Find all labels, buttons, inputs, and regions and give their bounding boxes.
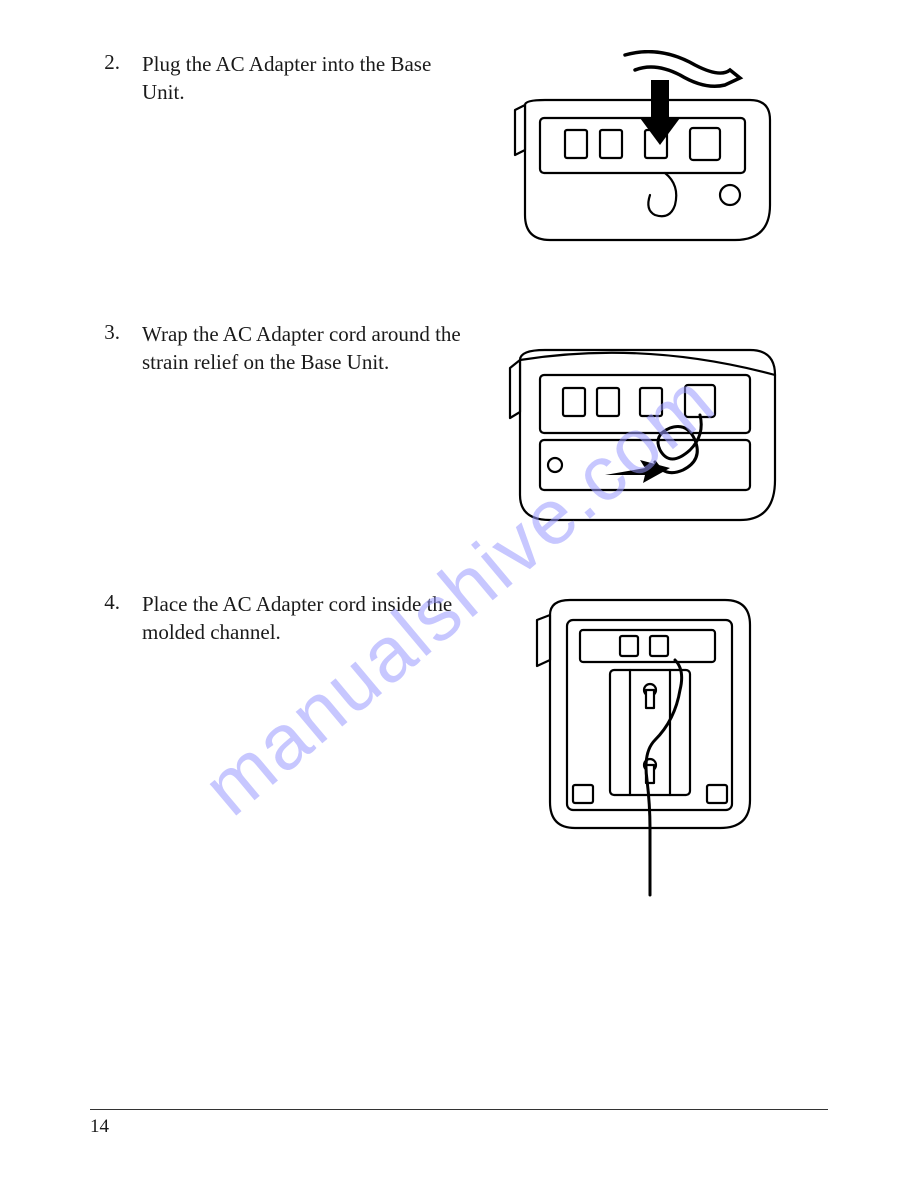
page: manualshive.com 2. Plug the AC Adapter i… — [0, 0, 918, 1188]
page-footer: 14 — [90, 1109, 828, 1138]
step-3: 3. Wrap the AC Adapter cord around the s… — [90, 320, 828, 540]
step-3-figure — [462, 320, 828, 540]
step-text: Place the AC Adapter cord inside the mol… — [142, 590, 462, 647]
step-number: 3. — [90, 320, 120, 345]
diagram-plug-adapter — [505, 50, 785, 270]
step-4-figure — [462, 590, 828, 900]
diagram-cord-channel — [525, 590, 765, 900]
step-number: 2. — [90, 50, 120, 75]
step-2: 2. Plug the AC Adapter into the Base Uni… — [90, 50, 828, 270]
step-2-figure — [462, 50, 828, 270]
diagram-wrap-cord — [505, 320, 785, 540]
step-number: 4. — [90, 590, 120, 615]
step-text: Plug the AC Adapter into the Base Unit. — [142, 50, 462, 107]
page-number: 14 — [90, 1116, 828, 1138]
step-4: 4. Place the AC Adapter cord inside the … — [90, 590, 828, 900]
step-text: Wrap the AC Adapter cord around the stra… — [142, 320, 462, 377]
footer-rule — [90, 1109, 828, 1110]
